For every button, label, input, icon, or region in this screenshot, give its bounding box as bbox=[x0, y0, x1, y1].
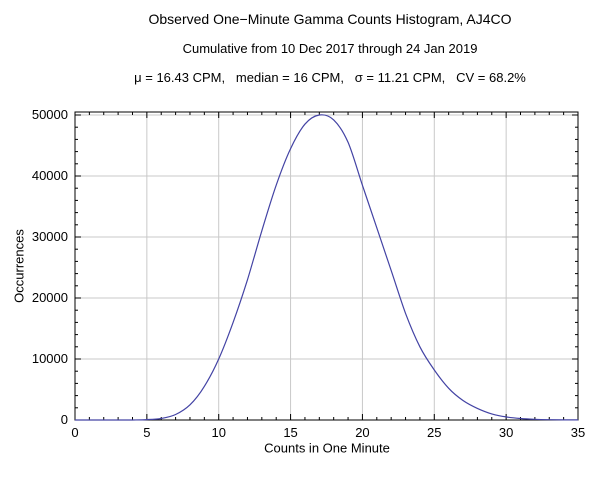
x-tick-label: 25 bbox=[427, 425, 441, 440]
y-tick-label: 20000 bbox=[32, 290, 68, 305]
x-tick-label: 5 bbox=[143, 425, 150, 440]
x-tick-label: 15 bbox=[283, 425, 297, 440]
x-axis-label: Counts in One Minute bbox=[264, 440, 390, 456]
y-tick-label: 50000 bbox=[32, 107, 68, 122]
histogram-curve bbox=[74, 114, 578, 421]
x-tick-label: 35 bbox=[571, 425, 585, 440]
plot-frame bbox=[74, 111, 579, 421]
chart-title: Observed One−Minute Gamma Counts Histogr… bbox=[148, 11, 512, 27]
y-tick-label: 30000 bbox=[32, 229, 68, 244]
y-tick-label: 10000 bbox=[32, 351, 68, 366]
chart-subtitle: Cumulative from 10 Dec 2017 through 24 J… bbox=[182, 41, 478, 56]
y-axis-label: Occurrences bbox=[11, 229, 27, 303]
x-tick-label: 10 bbox=[211, 425, 225, 440]
x-tick-label: 30 bbox=[499, 425, 513, 440]
x-tick-label: 0 bbox=[71, 425, 78, 440]
chart-stats-line: μ = 16.43 CPM, median = 16 CPM, σ = 11.2… bbox=[134, 70, 526, 85]
y-tick-label: 0 bbox=[61, 412, 68, 427]
x-tick-label: 20 bbox=[355, 425, 369, 440]
y-tick-label: 40000 bbox=[32, 168, 68, 183]
